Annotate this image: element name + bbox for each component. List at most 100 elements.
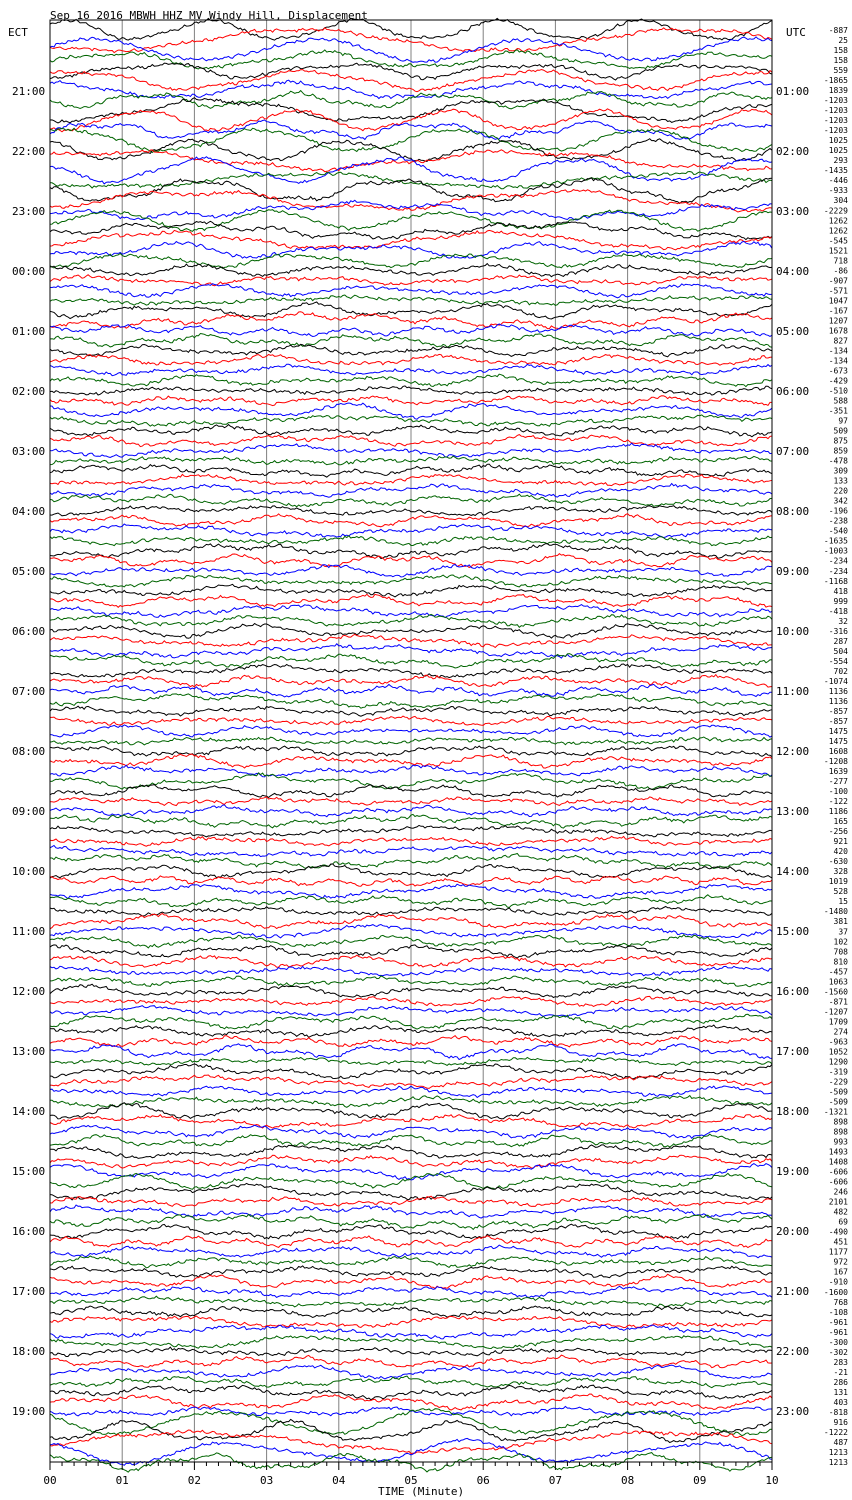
x-tick-label: 04 <box>332 1474 346 1487</box>
left-hour-label: 23:00 <box>12 205 45 218</box>
seismic-trace <box>49 1085 773 1099</box>
seismic-trace <box>49 89 773 110</box>
left-hour-label: 15:00 <box>12 1165 45 1178</box>
seismic-trace <box>49 824 773 838</box>
seismic-trace <box>49 156 773 185</box>
trace-value-label: 1678 <box>829 326 848 335</box>
trace-value-label: 1186 <box>829 807 848 816</box>
trace-value-label: 810 <box>834 957 849 966</box>
trace-value-label: -1207 <box>824 1007 848 1016</box>
seismic-trace <box>49 745 773 758</box>
trace-value-label: 999 <box>834 597 849 606</box>
seismic-trace <box>49 395 772 407</box>
seismic-trace <box>49 274 773 287</box>
seismic-trace <box>49 1195 773 1208</box>
right-hour-label: 09:00 <box>776 565 809 578</box>
seismic-trace <box>49 373 773 388</box>
seismic-trace <box>49 27 773 54</box>
trace-value-label: 768 <box>834 1298 849 1307</box>
x-tick-label: 06 <box>477 1474 490 1487</box>
trace-value-label: 246 <box>834 1188 849 1197</box>
left-hour-label: 09:00 <box>12 805 45 818</box>
seismic-trace <box>49 332 773 348</box>
left-hour-label: 06:00 <box>12 625 45 638</box>
trace-value-label: -1222 <box>824 1428 848 1437</box>
trace-value-label: 509 <box>834 427 849 436</box>
trace-value-label: -86 <box>834 266 849 275</box>
seismic-trace <box>49 1154 773 1169</box>
left-hour-label: 00:00 <box>12 265 45 278</box>
right-hour-label: 08:00 <box>776 505 809 518</box>
seismic-trace <box>49 1013 773 1030</box>
trace-value-label: 1475 <box>829 737 848 746</box>
trace-value-label: -1203 <box>824 96 848 105</box>
seismic-trace <box>49 423 773 438</box>
seismic-trace <box>49 1375 773 1389</box>
trace-value-label: -1435 <box>824 166 848 175</box>
left-hour-label: 05:00 <box>12 565 45 578</box>
seismic-trace <box>49 613 773 629</box>
trace-value-label: 97 <box>838 417 848 426</box>
seismic-trace <box>49 813 773 829</box>
left-hour-labels: 21:00 22:00 23:00 00:00 01:00 02:00 03:00 04:00… <box>12 85 45 1418</box>
trace-value-label: 859 <box>834 447 849 456</box>
seismic-trace <box>50 875 773 887</box>
trace-value-label: -1203 <box>824 126 848 135</box>
seismic-trace <box>49 574 773 588</box>
right-hour-label: 03:00 <box>776 205 809 218</box>
right-hour-label: 16:00 <box>776 985 809 998</box>
left-hour-label: 14:00 <box>12 1105 45 1118</box>
trace-value-label: -871 <box>829 997 848 1006</box>
trace-value-label: 304 <box>834 196 849 205</box>
trace-value-label: 403 <box>834 1398 849 1407</box>
trace-value-label: -1208 <box>824 757 848 766</box>
trace-value-label: -229 <box>829 1077 848 1086</box>
seismic-trace <box>49 108 773 133</box>
trace-value-label: 102 <box>834 937 849 946</box>
right-hour-label: 19:00 <box>776 1165 809 1178</box>
x-axis-label: TIME (Minute) <box>378 1485 464 1498</box>
trace-value-label: 487 <box>834 1438 849 1447</box>
left-hour-label: 08:00 <box>12 745 45 758</box>
seismic-trace <box>49 1384 773 1401</box>
trace-value-label: -606 <box>829 1168 848 1177</box>
trace-value-label: 1213 <box>829 1448 848 1457</box>
x-tick-label: 03 <box>260 1474 273 1487</box>
seismic-trace <box>49 1393 773 1411</box>
trace-value-label: 1493 <box>829 1148 848 1157</box>
seismic-trace <box>49 1244 773 1259</box>
trace-value-label: -961 <box>829 1328 848 1337</box>
left-hour-label: 22:00 <box>12 145 45 158</box>
seismic-trace <box>49 343 773 358</box>
seismic-trace <box>49 764 773 778</box>
seismic-trace <box>49 1213 773 1231</box>
trace-value-label: 1475 <box>829 727 848 736</box>
seismic-trace <box>49 1182 773 1201</box>
seismic-trace <box>49 323 773 338</box>
trace-value-label: 381 <box>834 917 849 926</box>
seismic-trace <box>49 944 773 959</box>
right-hour-label: 21:00 <box>776 1285 809 1298</box>
seismic-trace <box>49 1305 773 1319</box>
trace-value-label: 875 <box>834 437 849 446</box>
trace-value-label: 1047 <box>829 296 848 305</box>
seismic-trace <box>49 753 773 769</box>
seismic-trace <box>49 663 773 679</box>
seismic-trace <box>49 199 773 221</box>
trace-value-label: 287 <box>834 637 849 646</box>
seismic-trace <box>49 1163 773 1181</box>
trace-value-label: 702 <box>834 667 849 676</box>
seismic-trace <box>49 1235 773 1249</box>
left-hour-label: 13:00 <box>12 1045 45 1058</box>
trace-value-label: 1639 <box>829 767 848 776</box>
x-tick-label: 07 <box>549 1474 562 1487</box>
seismic-trace <box>49 705 773 717</box>
seismic-trace <box>49 1024 773 1038</box>
seismic-trace <box>49 1405 772 1417</box>
seismic-trace <box>49 1255 773 1269</box>
seismic-trace <box>49 1354 773 1369</box>
seismic-traces <box>49 17 773 1473</box>
trace-value-label: 1290 <box>829 1057 848 1066</box>
seismic-trace <box>49 36 773 63</box>
